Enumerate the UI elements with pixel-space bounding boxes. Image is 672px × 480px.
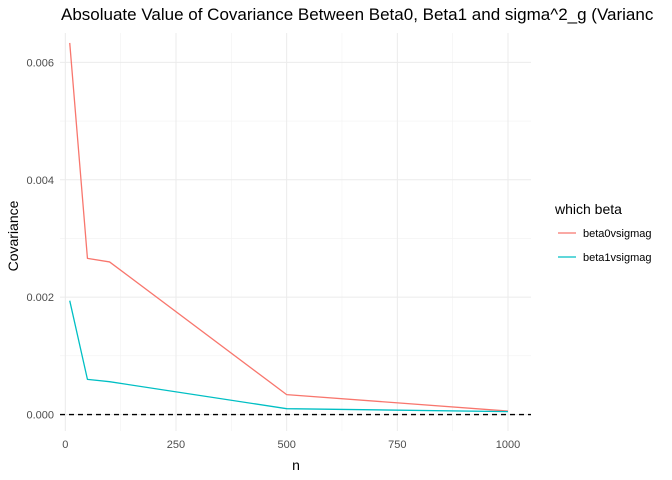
legend-items: beta0vsigmag beta1vsigmag (558, 228, 652, 264)
legend-title: which beta (554, 201, 622, 217)
series-line-beta1vsigmag (69, 300, 508, 413)
y-tick-label: 0.006 (26, 57, 54, 69)
x-axis-ticks: 0 250 500 750 1000 (62, 439, 520, 451)
y-tick-label: 0.002 (26, 292, 54, 304)
y-tick-label: 0.000 (26, 410, 54, 422)
legend-label-beta0vsigmag: beta0vsigmag (583, 228, 652, 240)
legend: which beta beta0vsigmag beta1vsigmag (554, 201, 652, 264)
x-tick-label: 250 (167, 439, 185, 451)
grid (60, 33, 531, 431)
x-axis-label: n (292, 457, 300, 473)
x-tick-label: 1000 (496, 439, 520, 451)
y-axis-ticks: 0.000 0.002 0.004 0.006 (26, 57, 54, 421)
y-tick-label: 0.004 (26, 175, 54, 187)
series-lines (69, 42, 509, 413)
series-line-beta0vsigmag (69, 42, 509, 412)
x-tick-label: 750 (388, 439, 406, 451)
chart-title: Absoluate Value of Covariance Between Be… (61, 5, 654, 24)
y-axis-label: Covariance (5, 200, 21, 271)
x-tick-label: 500 (277, 439, 295, 451)
legend-label-beta1vsigmag: beta1vsigmag (583, 252, 652, 264)
x-tick-label: 0 (62, 439, 68, 451)
